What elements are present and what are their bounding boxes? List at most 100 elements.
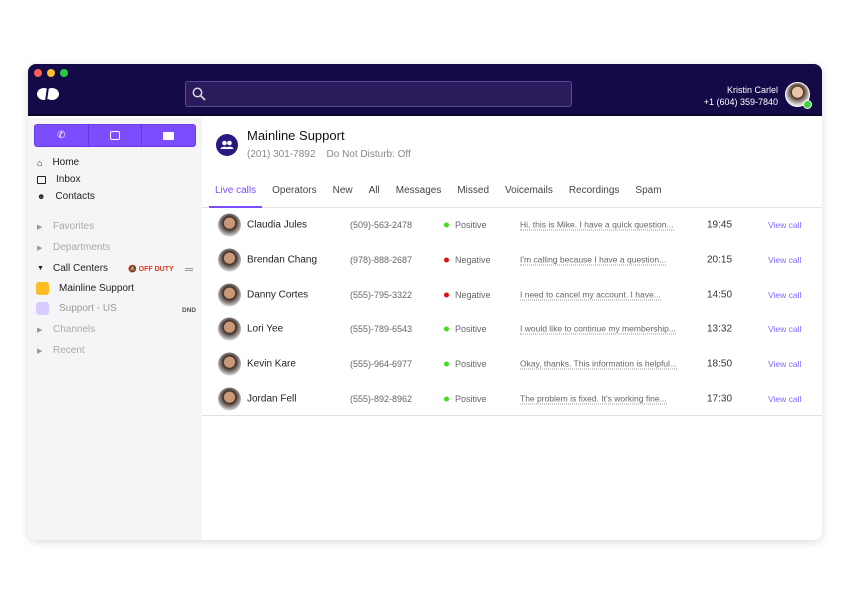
view-call-link[interactable]: View call <box>768 255 802 266</box>
sidebar-item-label: Contacts <box>55 191 95 202</box>
caret-down-icon: ▼ <box>37 265 44 272</box>
caller-phone: (555)-795-3322 <box>350 289 413 300</box>
caller-name: Kevin Kare <box>247 358 296 370</box>
tab-voicemails[interactable]: Voicemails <box>505 185 553 196</box>
sentiment-dot-icon <box>444 396 449 402</box>
view-call-link[interactable]: View call <box>768 393 802 404</box>
caller-avatar <box>218 352 241 376</box>
sidebar-section-call-centers[interactable]: ▼ Call Centers <box>37 263 108 274</box>
section-label: Recent <box>53 345 85 356</box>
sidebar-item-contacts[interactable]: ☻ Contacts <box>37 191 95 202</box>
tab-recordings[interactable]: Recordings <box>568 185 620 196</box>
center-info: (201) 301-7892 Do Not Disturb: Off <box>247 149 411 160</box>
sidebar-section-favorites[interactable]: ▶ Favorites <box>37 221 94 232</box>
table-bottom-divider <box>202 415 822 416</box>
sentiment-label: Positive <box>455 324 487 335</box>
transcript-preview[interactable]: I need to cancel my account. I have... <box>520 289 661 301</box>
tab-messages[interactable]: Messages <box>395 185 442 196</box>
sidebar-item-inbox[interactable]: Inbox <box>37 174 80 185</box>
tab-missed[interactable]: Missed <box>457 185 490 196</box>
tab-spam[interactable]: Spam <box>635 185 662 196</box>
call-time: 14:50 <box>707 289 733 301</box>
caret-right-icon: ▶ <box>37 223 43 231</box>
table-row[interactable]: Danny Cortes (555)-795-3322 Negative I need… <box>202 277 822 312</box>
tab-all[interactable]: All <box>368 185 380 196</box>
caller-name: Brendan Chang <box>247 254 318 266</box>
menu-icon[interactable] <box>185 268 193 271</box>
table-row[interactable]: Lori Yee (555)-789-6543 Positive I would li… <box>202 312 822 347</box>
sentiment-dot-icon <box>444 222 449 228</box>
section-label: Departments <box>53 242 111 253</box>
view-call-link[interactable]: View call <box>768 359 802 370</box>
center-color-swatch <box>36 302 49 315</box>
message-icon <box>110 131 120 140</box>
sidebar-item-support-us[interactable]: Support - US <box>36 302 117 315</box>
sidebar-section-departments[interactable]: ▶ Departments <box>37 242 110 253</box>
sidebar-section-recent[interactable]: ▶ Recent <box>37 345 85 356</box>
maximize-window-button[interactable] <box>60 69 68 77</box>
caret-right-icon: ▶ <box>37 347 43 355</box>
contacts-icon: ☻ <box>37 192 46 201</box>
inbox-icon <box>37 175 46 184</box>
caller-avatar <box>218 387 241 411</box>
transcript-preview[interactable]: I'm calling because I have a question... <box>520 254 667 266</box>
sidebar-item-mainline-support[interactable]: Mainline Support <box>36 282 134 295</box>
tab-operators[interactable]: Operators <box>272 185 317 196</box>
search-icon <box>192 87 206 101</box>
caller-name: Lori Yee <box>247 323 284 335</box>
tab-new[interactable]: New <box>332 185 353 196</box>
sentiment-label: Positive <box>455 359 487 370</box>
transcript-preview[interactable]: Hi, this is Mike. I have a quick questio… <box>520 219 674 231</box>
caller-avatar <box>218 317 241 341</box>
message-button[interactable] <box>89 125 143 146</box>
close-window-button[interactable] <box>34 69 42 77</box>
dnd-status: Do Not Disturb: Off <box>326 149 411 160</box>
caller-phone: (555)-964-6977 <box>350 359 413 370</box>
caller-phone: (978)-888-2687 <box>350 255 413 266</box>
caller-avatar <box>218 283 241 307</box>
minimize-window-button[interactable] <box>47 69 55 77</box>
sentiment-label: Positive <box>455 220 487 231</box>
tab-live-calls[interactable]: Live calls <box>209 180 263 208</box>
search-input[interactable] <box>185 81 572 107</box>
caller-name: Danny Cortes <box>247 289 309 301</box>
call-time: 19:45 <box>707 219 733 231</box>
phone-icon: ✆ <box>57 130 66 141</box>
view-call-link[interactable]: View call <box>768 289 802 300</box>
center-color-swatch <box>36 282 49 295</box>
table-row[interactable]: Jordan Fell (555)-892-8962 Positive The pro… <box>202 382 822 417</box>
call-button[interactable]: ✆ <box>35 125 89 146</box>
video-button[interactable] <box>142 125 195 146</box>
group-icon <box>216 134 238 156</box>
call-time: 13:32 <box>707 323 733 335</box>
sentiment-label: Positive <box>455 393 487 404</box>
transcript-preview[interactable]: Okay, thanks. This information is helpfu… <box>520 358 678 370</box>
dnd-badge: DND <box>182 307 197 314</box>
home-icon: ⌂ <box>37 157 43 168</box>
caller-phone: (509)-563-2478 <box>350 220 413 231</box>
transcript-preview[interactable]: I would like to continue my membership..… <box>520 323 676 335</box>
view-call-link[interactable]: View call <box>768 324 802 335</box>
page-title: Mainline Support <box>247 128 345 143</box>
center-phone: (201) 301-7892 <box>247 149 316 160</box>
table-row[interactable]: Kevin Kare (555)-964-6977 Positive Okay, th… <box>202 347 822 382</box>
sidebar-item-label: Support - US <box>59 303 117 314</box>
main-content: Mainline Support (201) 301-7892 Do Not D… <box>202 118 822 540</box>
sentiment-label: Negative <box>455 289 491 300</box>
call-time: 20:15 <box>707 254 733 266</box>
app-window: Kristin Carlel +1 (604) 359-7840 ✆ ⌂ Home … <box>28 64 822 540</box>
sidebar-item-home[interactable]: ⌂ Home <box>37 157 79 168</box>
title-bar: Kristin Carlel +1 (604) 359-7840 <box>28 64 822 116</box>
off-duty-badge[interactable]: 🔕 OFF DUTY <box>128 265 174 273</box>
caller-name: Jordan Fell <box>247 393 297 405</box>
call-time: 17:30 <box>707 393 733 405</box>
current-user[interactable]: Kristin Carlel +1 (604) 359-7840 <box>704 84 778 108</box>
sidebar-section-channels[interactable]: ▶ Channels <box>37 324 95 335</box>
caller-name: Claudia Jules <box>247 219 308 231</box>
view-call-link[interactable]: View call <box>768 220 802 231</box>
transcript-preview[interactable]: The problem is fixed. It's working fine.… <box>520 393 667 405</box>
table-row[interactable]: Brendan Chang (978)-888-2687 Negative I'm c… <box>202 243 822 278</box>
table-row[interactable]: Claudia Jules (509)-563-2478 Positive Hi, t… <box>202 208 822 243</box>
sentiment-dot-icon <box>444 257 449 263</box>
caret-right-icon: ▶ <box>37 244 43 252</box>
